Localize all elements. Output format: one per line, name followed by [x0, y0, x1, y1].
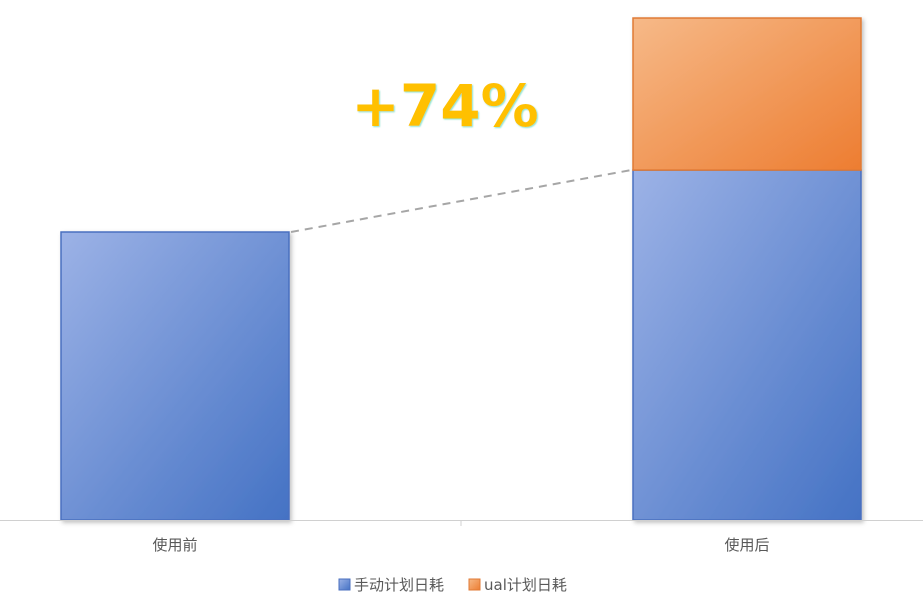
legend-swatch: [468, 578, 481, 591]
bar-group: [632, 17, 862, 521]
bars: [60, 17, 862, 521]
x-tick-label: 使用前: [152, 536, 197, 554]
bar-segment: [60, 231, 290, 521]
legend: 手动计划日耗 ual计划日耗: [338, 576, 567, 594]
x-tick-labels: 使用前 使用后: [152, 536, 769, 554]
growth-annotation: +74%: [351, 72, 538, 140]
bar-segment: [632, 17, 862, 171]
legend-swatch: [338, 578, 351, 591]
legend-label: 手动计划日耗: [354, 576, 444, 594]
bar-group: [60, 231, 290, 521]
x-tick-label: 使用后: [724, 536, 769, 554]
bar-segment: [632, 169, 862, 521]
connector-dashed-line: [290, 169, 632, 233]
legend-label: ual计划日耗: [484, 576, 567, 594]
